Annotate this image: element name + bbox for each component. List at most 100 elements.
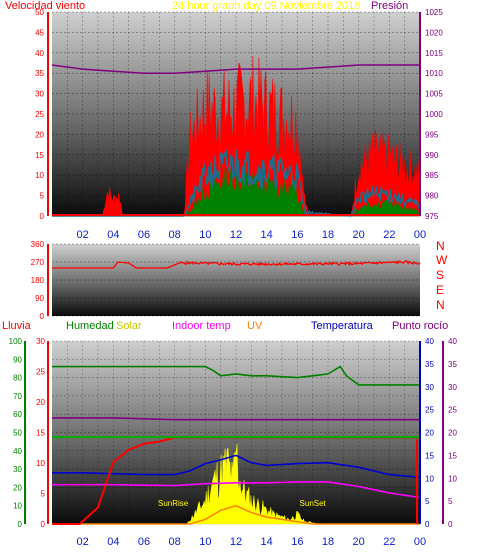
legend-temperatura: Temperatura bbox=[311, 320, 373, 332]
rain-tick-label: 15 bbox=[36, 429, 45, 438]
wind-gust-series bbox=[52, 55, 421, 217]
x-tick-label: 12 bbox=[230, 229, 242, 241]
wind-direction-series bbox=[52, 260, 421, 269]
x-tick-label-bottom: 12 bbox=[230, 536, 242, 548]
x-tick-label: 08 bbox=[169, 229, 181, 241]
wind-tick-label: 35 bbox=[35, 69, 44, 78]
x-tick-label: 22 bbox=[383, 229, 395, 241]
humidity-series bbox=[52, 365, 420, 386]
humidity-tick-label: 20 bbox=[13, 483, 22, 492]
compass-n-bottom: N bbox=[436, 298, 445, 312]
humidity-tick-label: 40 bbox=[13, 447, 22, 456]
x-tick-label-bottom: 16 bbox=[291, 536, 303, 548]
temperature-tick-label: 0 bbox=[425, 520, 430, 529]
direction-tick-label: 90 bbox=[35, 294, 44, 303]
humidity-tick-label: 10 bbox=[13, 502, 22, 511]
wind-tick-label: 25 bbox=[35, 110, 44, 119]
rain-tick-label: 20 bbox=[36, 398, 45, 407]
x-tick-label-bottom: 10 bbox=[199, 536, 211, 548]
pressure-tick-label: 975 bbox=[425, 212, 439, 221]
x-tick-label-bottom: 06 bbox=[138, 536, 150, 548]
temperature-tick-label: 15 bbox=[425, 451, 434, 460]
temperature-tick-label: 25 bbox=[425, 406, 434, 415]
wind-tick-label: 30 bbox=[35, 90, 44, 99]
direction-tick-label: 360 bbox=[31, 240, 45, 249]
wind-axis-title: Velocidad viento bbox=[5, 0, 86, 12]
pressure-tick-label: 1020 bbox=[425, 28, 443, 37]
rain-tick-label: 0 bbox=[41, 520, 46, 529]
rain-tick-label: 10 bbox=[36, 459, 45, 468]
direction-tick-label: 180 bbox=[31, 276, 45, 285]
dewpoint-tick-label: 10 bbox=[448, 474, 457, 483]
wind-tick-label: 15 bbox=[35, 151, 44, 160]
pressure-tick-label: 1005 bbox=[425, 90, 443, 99]
rain-tick-label: 30 bbox=[36, 337, 45, 346]
temperature-tick-label: 5 bbox=[425, 497, 430, 506]
rain-tick-label: 5 bbox=[41, 490, 46, 499]
x-tick-label-bottom: 20 bbox=[353, 536, 365, 548]
x-tick-label: 16 bbox=[291, 229, 303, 241]
wind-tick-label: 5 bbox=[40, 192, 45, 201]
legend-humedad: Humedad bbox=[66, 320, 114, 332]
humidity-tick-label: 0 bbox=[18, 520, 23, 529]
compass-s: S bbox=[436, 268, 445, 282]
humidity-tick-label: 30 bbox=[13, 465, 22, 474]
pressure-tick-label: 1015 bbox=[425, 49, 443, 58]
rain-tick-label: 25 bbox=[36, 368, 45, 377]
dewpoint-tick-label: 15 bbox=[448, 451, 457, 460]
indoor-temp-series bbox=[52, 481, 421, 499]
pressure-tick-label: 1000 bbox=[425, 110, 443, 119]
wind-tick-label: 10 bbox=[35, 171, 44, 180]
x-tick-label: 14 bbox=[261, 229, 273, 241]
x-tick-label-bottom: 22 bbox=[383, 536, 395, 548]
humidity-tick-label: 60 bbox=[13, 410, 22, 419]
pressure-axis-title: Presión bbox=[371, 0, 409, 12]
humidity-tick-label: 70 bbox=[13, 392, 22, 401]
wind-tick-label: 45 bbox=[35, 28, 44, 37]
x-tick-label-bottom: 02 bbox=[77, 536, 89, 548]
humidity-tick-label: 80 bbox=[13, 374, 22, 383]
x-tick-label: 06 bbox=[138, 229, 150, 241]
legend-lluvia: Lluvia bbox=[2, 320, 31, 332]
x-tick-label: 04 bbox=[107, 229, 119, 241]
dewpoint-tick-label: 0 bbox=[448, 520, 453, 529]
direction-tick-label: 270 bbox=[31, 258, 45, 267]
compass-w: W bbox=[436, 253, 448, 267]
pressure-tick-label: 985 bbox=[425, 171, 439, 180]
x-tick-label: 10 bbox=[199, 229, 211, 241]
humidity-tick-label: 90 bbox=[13, 355, 22, 364]
pressure-series bbox=[51, 64, 420, 74]
x-tick-label-bottom: 14 bbox=[261, 536, 273, 548]
temperature-tick-label: 40 bbox=[425, 337, 434, 346]
sunset-label: SunSet bbox=[300, 499, 327, 508]
dewpoint-tick-label: 20 bbox=[448, 429, 457, 438]
chart-title: 24 hour graph day 09 Noviembre 2018 bbox=[172, 0, 361, 12]
x-tick-label: 20 bbox=[353, 229, 365, 241]
x-tick-label: 18 bbox=[322, 229, 334, 241]
dewpoint-series bbox=[52, 417, 420, 421]
legend-punto-rocio: Punto rocío bbox=[392, 320, 449, 332]
temperature-series bbox=[52, 454, 421, 479]
x-tick-label-bottom: 08 bbox=[169, 536, 181, 548]
temperature-tick-label: 35 bbox=[425, 360, 434, 369]
sunrise-label: SunRise bbox=[158, 499, 189, 508]
wind-tick-label: 40 bbox=[35, 49, 44, 58]
x-tick-label-bottom: 04 bbox=[107, 536, 119, 548]
dewpoint-tick-label: 30 bbox=[448, 383, 457, 392]
dewpoint-tick-label: 25 bbox=[448, 406, 457, 415]
legend-uv: UV bbox=[247, 320, 263, 332]
wind-tick-label: 20 bbox=[35, 130, 44, 139]
humidity-tick-label: 100 bbox=[9, 337, 23, 346]
x-tick-label: 00 bbox=[414, 229, 426, 241]
pressure-tick-label: 980 bbox=[425, 192, 439, 201]
wind-tick-label: 0 bbox=[40, 212, 45, 221]
compass-e: E bbox=[436, 283, 445, 297]
dewpoint-tick-label: 5 bbox=[448, 497, 453, 506]
humidity-tick-label: 50 bbox=[13, 429, 22, 438]
pressure-tick-label: 995 bbox=[425, 130, 439, 139]
temperature-tick-label: 20 bbox=[425, 429, 434, 438]
wind-tick-label: 50 bbox=[35, 8, 44, 17]
legend-solar: Solar bbox=[116, 320, 142, 332]
legend-indoor-temp: Indoor temp bbox=[172, 320, 231, 332]
